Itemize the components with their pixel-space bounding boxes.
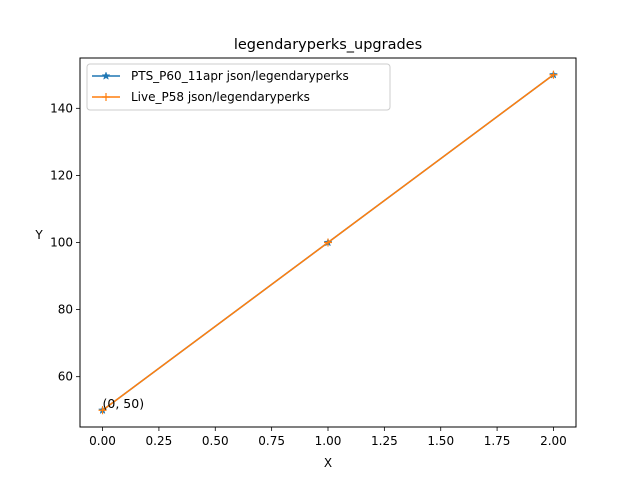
x-tick-label: 1.75 (484, 434, 511, 448)
legend-label-series-2: Live_P58 json/legendaryperks (131, 90, 310, 104)
x-tick-label: 2.00 (540, 434, 567, 448)
x-tick-label: 0.50 (202, 434, 229, 448)
legend-box (86, 63, 391, 111)
x-axis-ticks: 0.00 0.25 0.50 0.75 1.00 1.25 1.50 1.75 2.00 (89, 427, 567, 448)
series-2-point (98, 406, 107, 415)
y-axis-ticks: 60 80 100 120 140 (50, 101, 80, 384)
series-2-point (324, 238, 332, 247)
x-tick-label: 0.00 (89, 434, 116, 448)
legend-marker-series-1 (101, 71, 111, 80)
x-tick-label: 0.75 (258, 434, 285, 448)
point-annotation: (0, 50) (103, 396, 145, 411)
y-tick-label: 80 (58, 303, 73, 317)
plot-annotations: (0, 50) (103, 396, 145, 411)
x-axis-label: X (324, 456, 332, 470)
legend: PTS_P60_11apr json/legendaryperks Live_P… (86, 63, 391, 111)
y-tick-label: 140 (50, 101, 73, 115)
series-2-point (549, 70, 558, 79)
x-tick-label: 1.50 (427, 434, 454, 448)
legend-marker-series-2 (102, 93, 110, 101)
y-tick-label: 120 (50, 168, 73, 182)
y-axis-label: Y (34, 228, 43, 242)
plot-frame (79, 57, 577, 428)
x-tick-label: 1.00 (315, 434, 342, 448)
y-tick-label: 100 (50, 236, 73, 250)
legend-label-series-1: PTS_P60_11apr json/legendaryperks (131, 69, 349, 83)
y-tick-label: 60 (58, 370, 73, 384)
x-tick-label: 1.25 (371, 434, 398, 448)
x-tick-label: 0.25 (146, 434, 173, 448)
plot-series (98, 70, 558, 415)
chart-title: legendaryperks_upgrades (234, 37, 422, 53)
